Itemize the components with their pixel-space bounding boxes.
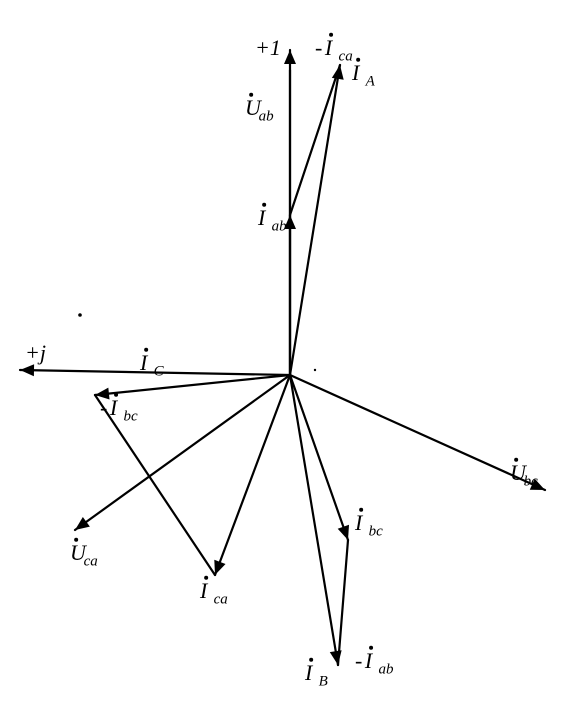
- svg-text:I: I: [139, 350, 149, 375]
- svg-text:-: -: [355, 648, 362, 673]
- lbl_I_bc: Ibc: [354, 508, 383, 539]
- vector-I_ca: [214, 375, 290, 575]
- svg-text:bc: bc: [124, 408, 139, 424]
- svg-text:I: I: [354, 510, 364, 535]
- lbl_I_ca: Ica: [199, 576, 228, 607]
- lbl_plusj: +j: [25, 340, 46, 365]
- lbl_neg_I_bc: -Ibc: [100, 393, 138, 424]
- svg-text:ca: ca: [84, 553, 98, 569]
- svg-text:I: I: [364, 648, 374, 673]
- lbl_I_ab: Iab: [257, 203, 287, 234]
- lbl_I_A: IA: [351, 58, 376, 89]
- lbl_U_bc: Ubc: [510, 458, 538, 489]
- svg-text:ab: ab: [272, 218, 288, 234]
- svg-text:I: I: [324, 35, 334, 60]
- artifact-dot-0: [78, 313, 82, 317]
- svg-text:-: -: [100, 395, 107, 420]
- lbl_I_B: IB: [304, 658, 328, 689]
- svg-text:+j: +j: [25, 340, 46, 365]
- svg-text:ab: ab: [379, 661, 395, 677]
- svg-text:I: I: [304, 660, 314, 685]
- lbl_U_ca: Uca: [70, 538, 98, 569]
- segment-0: [290, 65, 340, 215]
- svg-text:bc: bc: [524, 473, 539, 489]
- lbl_I_C: IC: [139, 348, 165, 379]
- vector-U_bc: [290, 375, 545, 490]
- lbl_neg_I_ca: -Ica: [315, 33, 353, 64]
- svg-text:I: I: [109, 395, 119, 420]
- lbl_neg_I_ab: -Iab: [355, 646, 394, 677]
- vector-I_bc: [290, 375, 349, 540]
- svg-text:I: I: [351, 60, 361, 85]
- segment-2: [95, 395, 215, 575]
- lbl_U_ab: Uab: [245, 93, 274, 124]
- svg-text:ab: ab: [259, 108, 275, 124]
- svg-text:bc: bc: [369, 523, 384, 539]
- segment-1: [338, 540, 348, 665]
- vector-I_A: [290, 65, 344, 375]
- phasor-diagram: +1+jUabIab-IcaIAUbcIbc-IabIBUcaIcaIC-Ibc: [0, 0, 569, 720]
- svg-text:C: C: [154, 363, 165, 379]
- vector-I_B: [290, 375, 342, 665]
- svg-text:I: I: [257, 205, 267, 230]
- svg-text:ca: ca: [214, 591, 228, 607]
- artifact-dot-1: [314, 369, 316, 371]
- lbl_plus1: +1: [255, 35, 281, 60]
- svg-text:I: I: [199, 578, 209, 603]
- svg-text:B: B: [319, 673, 328, 689]
- svg-text:ca: ca: [339, 48, 353, 64]
- svg-text:-: -: [315, 35, 322, 60]
- svg-text:A: A: [365, 73, 376, 89]
- svg-text:+1: +1: [255, 35, 281, 60]
